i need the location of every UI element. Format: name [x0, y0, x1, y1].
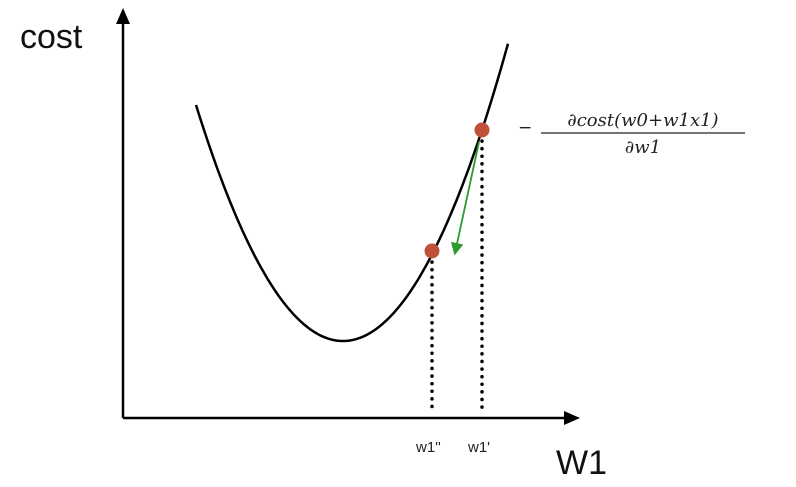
formula-denominator: ∂w1	[625, 137, 661, 158]
y-axis-title: cost	[20, 18, 83, 56]
gradient-step-arrow-icon	[450, 141, 480, 256]
x-axis-title: W1	[556, 444, 607, 482]
updated-weight-point-icon	[424, 243, 440, 259]
cost-curve	[194, 43, 510, 343]
formula-minus-sign: −	[518, 118, 532, 138]
tick-label-w1-new: w1''	[415, 439, 441, 456]
tick-label-w1-old: w1'	[467, 439, 490, 456]
y-axis-arrowhead-icon	[116, 8, 130, 24]
x-axis-arrowhead-icon	[564, 411, 580, 425]
gradient-formula: − ∂cost(w0+w1x1) ∂w1	[518, 110, 745, 158]
formula-numerator: ∂cost(w0+w1x1)	[567, 110, 718, 131]
current-weight-point-icon	[474, 122, 490, 138]
